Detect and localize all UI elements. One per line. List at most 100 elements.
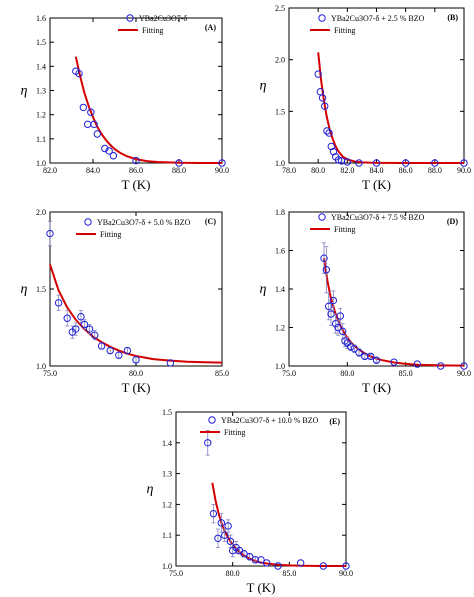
panel-label: (A): [205, 23, 216, 32]
data-point: [460, 159, 468, 167]
chart-panel-d: 75.0 80.0 85.0 90.0 1.0 1.2 1.4 1.6 1.8 T (K) η (D)…: [260, 208, 471, 395]
data-point: [166, 359, 175, 367]
data-point: [221, 531, 229, 539]
x-tick-label: 80.0: [226, 569, 240, 578]
y-tick-label: 1.5: [36, 38, 46, 47]
y-tick-label: 1.2: [275, 324, 285, 333]
plot-frame: [175, 411, 347, 567]
y-tick-label: 1.0: [36, 159, 46, 168]
x-tick-label: 75.0: [282, 369, 296, 378]
data-point: [319, 562, 328, 570]
plot-frame: [49, 17, 223, 164]
data-point: [245, 553, 254, 561]
data-point: [320, 254, 328, 262]
y-axis-label: η: [21, 84, 28, 99]
data-point: [101, 144, 109, 153]
data-point: [323, 127, 331, 135]
x-tick-label: 80.0: [311, 166, 325, 175]
x-tick-label: 84.0: [370, 166, 384, 175]
panel-label: (D): [447, 217, 458, 226]
x-tick-label: 84.0: [86, 166, 100, 175]
x-tick-label: 80.0: [129, 369, 143, 378]
fit-curve: [49, 264, 223, 364]
data-point: [329, 296, 338, 305]
data-point: [93, 130, 102, 138]
y-tick-label: 1.4: [162, 439, 172, 448]
x-tick-label: 86.0: [129, 166, 143, 175]
data-point: [431, 159, 439, 167]
data-point: [355, 348, 363, 357]
y-tick-label: 1.0: [36, 362, 46, 371]
y-tick-label: 1.3: [162, 470, 172, 479]
plot-frame: [49, 211, 223, 367]
data-point: [338, 327, 347, 336]
x-axis-label: T (K): [121, 177, 150, 192]
x-tick-label: 75.0: [169, 569, 183, 578]
x-tick-label: 85.0: [282, 569, 296, 578]
data-point: [413, 360, 422, 368]
data-point: [401, 159, 410, 167]
data-point: [240, 549, 248, 558]
x-axis-label: T (K): [121, 380, 150, 395]
y-tick-label: 1.5: [36, 285, 46, 294]
data-point: [324, 302, 333, 311]
chart-panel-e: 75.0 80.0 85.0 90.0 1.0 1.1 1.2 1.3 1.4 1.5 T (K) η…: [147, 408, 353, 595]
plot-frame: [288, 211, 465, 367]
data-point: [132, 356, 140, 364]
data-point: [209, 509, 218, 518]
data-point: [226, 537, 235, 546]
data-point: [372, 356, 381, 364]
data-point: [314, 70, 322, 78]
chart-panel-a: 82.0 84.0 86.0 88.0 90.0 1.0 1.1 1.2 1.3 1.4 1.5 1.…: [21, 14, 229, 192]
data-point: [342, 562, 350, 570]
data-point: [79, 103, 88, 112]
data-point: [322, 266, 331, 274]
x-tick-label: 82.0: [340, 166, 354, 175]
data-point: [460, 362, 468, 370]
y-tick-label: 2.0: [36, 208, 46, 217]
data-point: [217, 519, 226, 527]
x-tick-label: 85.0: [215, 369, 229, 378]
x-tick-label: 78.0: [282, 166, 296, 175]
data-point: [257, 556, 265, 564]
data-point: [262, 559, 271, 567]
y-tick-label: 1.0: [275, 159, 285, 168]
data-point: [175, 159, 183, 167]
data-point: [77, 313, 85, 321]
data-point: [341, 337, 349, 345]
data-point: [204, 439, 212, 447]
x-axis-label: T (K): [362, 177, 391, 192]
legend-label: Fitting: [142, 26, 163, 35]
legend-label: YBa2Cu3O7-δ + 10.0 % BZO: [221, 416, 319, 425]
data-point: [274, 562, 282, 570]
data-point: [54, 299, 63, 307]
legend-label: Fitting: [224, 428, 245, 437]
fit-curve: [74, 56, 222, 164]
data-point: [372, 159, 381, 167]
x-axis-label: T (K): [362, 380, 391, 395]
x-tick-label: 80.0: [340, 369, 354, 378]
data-point: [123, 346, 132, 355]
data-point: [63, 314, 71, 322]
panel-label: (B): [447, 13, 458, 22]
legend-marker: [318, 14, 326, 22]
y-tick-label: 1.5: [162, 408, 172, 417]
chart-panel-c: 75.0 80.0 85.0 1.0 1.5 2.0 T (K) η (C) YBa2Cu3O7-…: [21, 208, 229, 395]
x-tick-label: 88.0: [428, 166, 442, 175]
legend-marker: [126, 14, 134, 22]
legend-label: Fitting: [100, 230, 121, 239]
data-point: [97, 342, 106, 350]
data-point: [336, 312, 345, 320]
fit-curve: [323, 258, 465, 367]
data-point: [366, 352, 375, 361]
data-point: [75, 69, 83, 78]
data-point: [224, 522, 232, 530]
x-tick-label: 75.0: [43, 369, 57, 378]
legend-marker: [208, 416, 216, 424]
data-point: [361, 352, 369, 361]
y-tick-label: 1.4: [36, 62, 46, 71]
data-point: [343, 158, 352, 166]
plot-frame: [288, 7, 465, 164]
data-point: [296, 559, 305, 567]
